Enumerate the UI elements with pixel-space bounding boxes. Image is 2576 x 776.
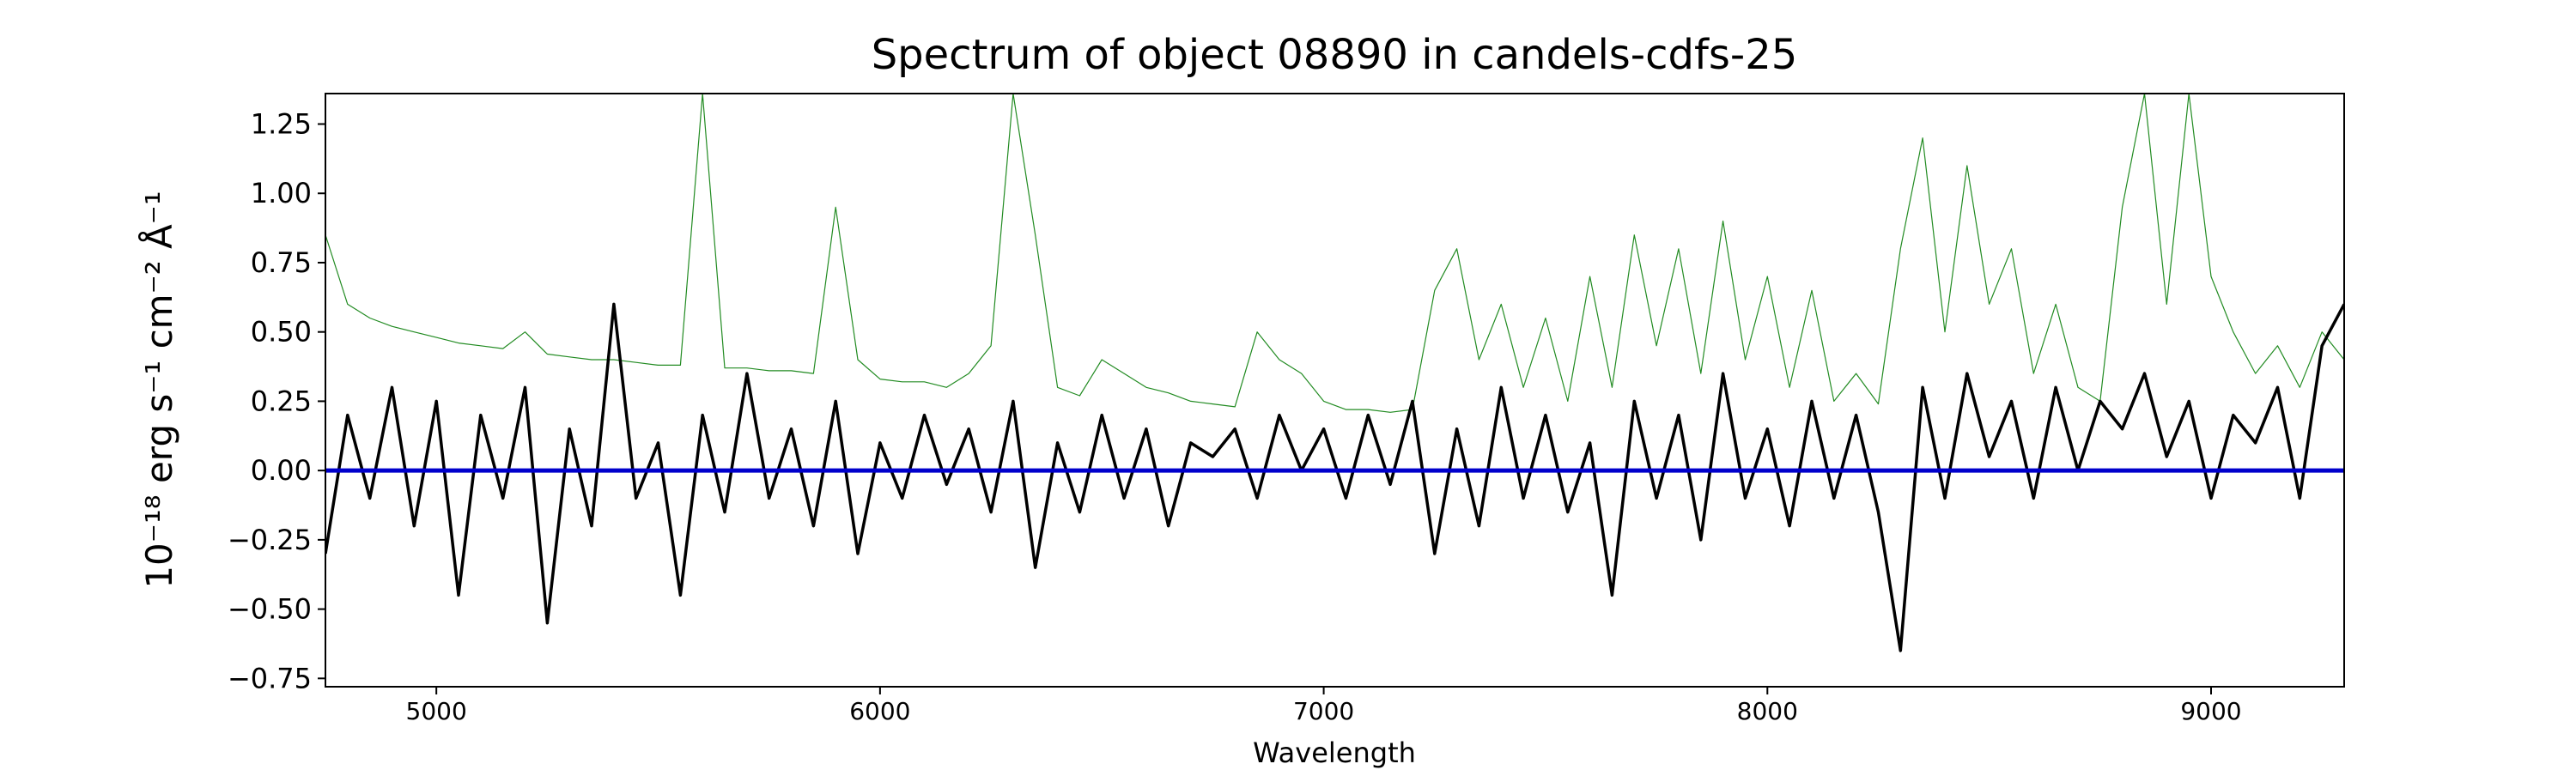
x-tick-label: 7000 bbox=[1293, 697, 1354, 725]
y-tick-label: 0.75 bbox=[251, 246, 312, 279]
chart-title: Spectrum of object 08890 in candels-cdfs… bbox=[872, 31, 1798, 79]
x-tick-label: 6000 bbox=[849, 697, 910, 725]
y-axis-label: 10⁻¹⁸ erg s⁻¹ cm⁻² Å⁻¹ bbox=[137, 191, 180, 588]
y-tick-label: 0.50 bbox=[251, 316, 312, 349]
plot-area bbox=[325, 94, 2344, 652]
x-tick-label: 5000 bbox=[406, 697, 467, 725]
axes-frame bbox=[325, 93, 2345, 688]
x-axis-label: Wavelength bbox=[1253, 737, 1416, 769]
y-tick-label: −0.50 bbox=[228, 593, 312, 626]
y-tick-label: 0.25 bbox=[251, 385, 312, 417]
y-tick-label: 0.00 bbox=[251, 454, 312, 487]
spectrum-line bbox=[325, 302, 2344, 652]
x-tick-label: 8000 bbox=[1737, 697, 1798, 725]
y-tick-label: 1.00 bbox=[251, 177, 312, 209]
y-tick-label: 1.25 bbox=[251, 108, 312, 141]
x-tick-label: 9000 bbox=[2180, 697, 2241, 725]
spectrum-line bbox=[325, 94, 2344, 413]
y-tick-label: −0.25 bbox=[228, 524, 312, 556]
y-tick-label: −0.75 bbox=[228, 662, 312, 694]
